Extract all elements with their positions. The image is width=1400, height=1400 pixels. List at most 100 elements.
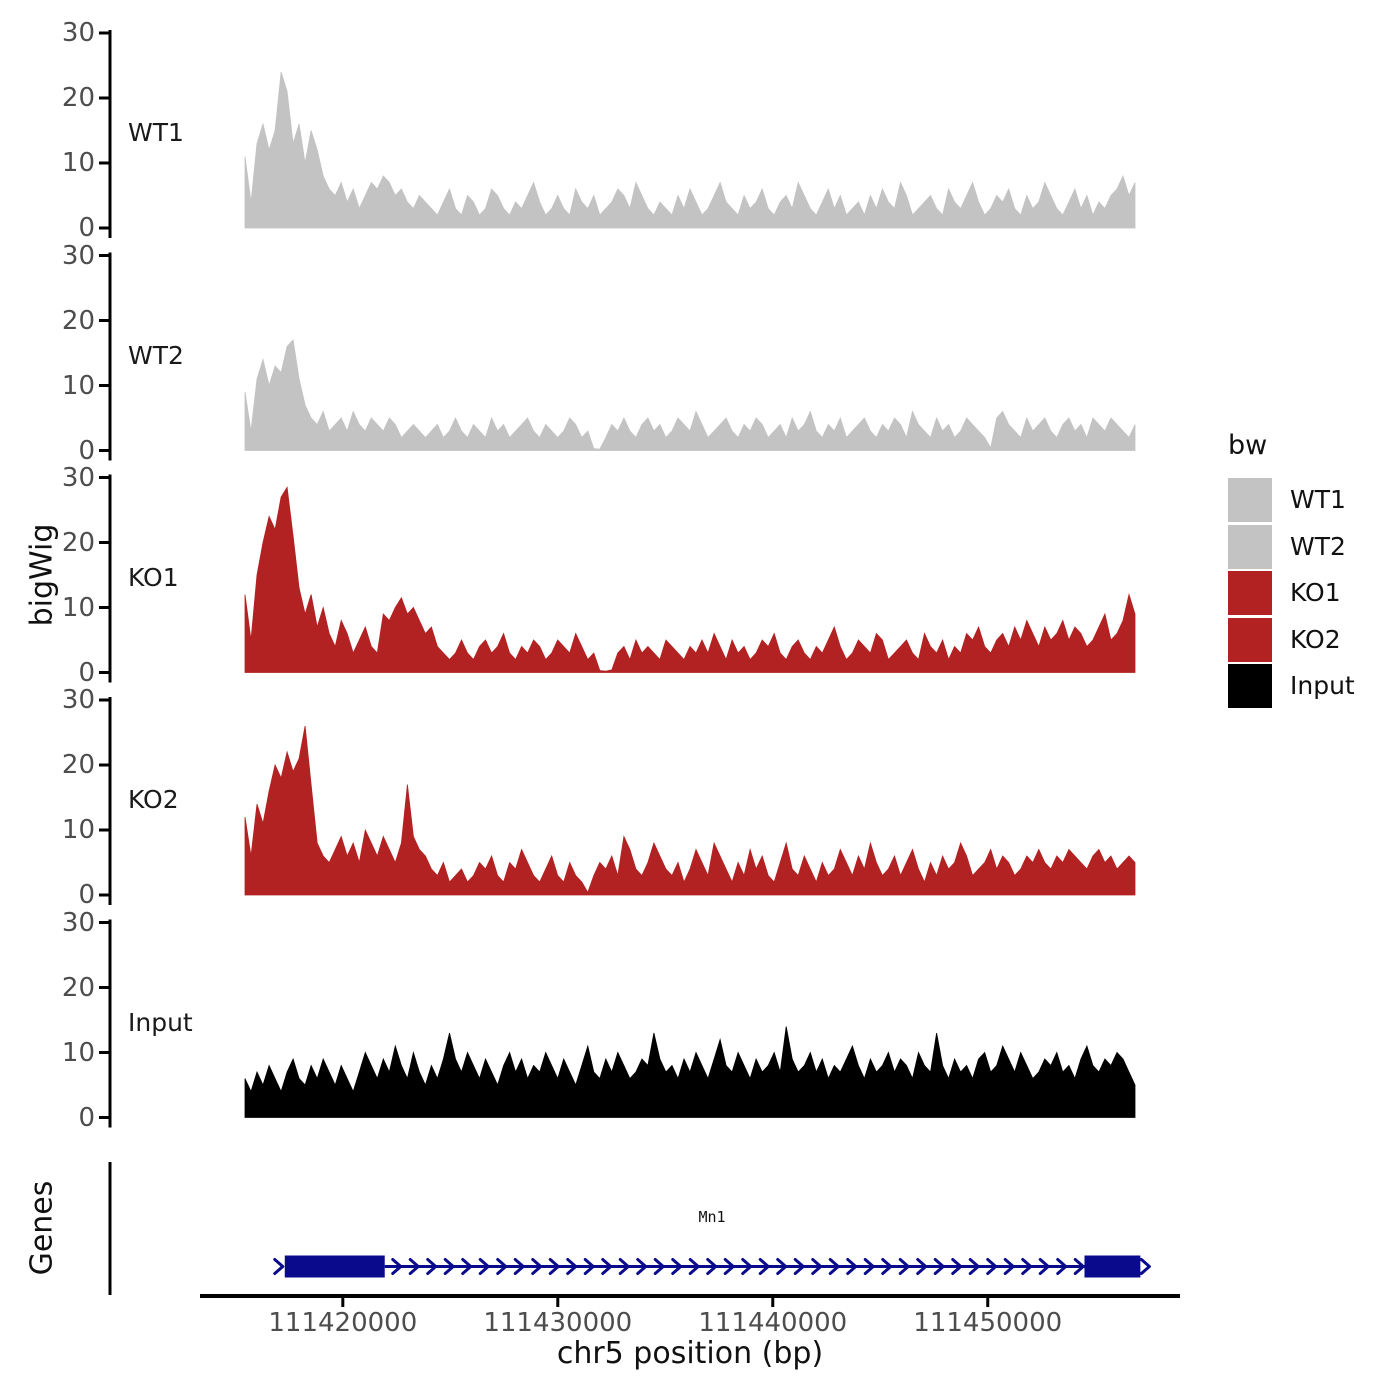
gene-strand-arrow — [408, 1258, 420, 1275]
y-tick-label: 30 — [61, 18, 95, 48]
y-tick-label: 10 — [61, 148, 95, 178]
gene-exon-2 — [1084, 1255, 1141, 1278]
gene-strand-arrow — [566, 1258, 578, 1275]
gene-strand-arrow — [513, 1258, 525, 1275]
gene-strand-arrow — [863, 1258, 875, 1275]
gene-strand-arrow — [618, 1258, 630, 1275]
legend: bw WT1 WT2 KO1 KO2 Input — [1228, 432, 1355, 711]
x-tick-label: 111420000 — [268, 1308, 418, 1338]
track-label-WT2: WT2 — [128, 340, 184, 370]
y-tick-label: 20 — [61, 305, 95, 336]
gene-exon-1 — [284, 1255, 385, 1278]
gene-strand-arrow — [496, 1258, 508, 1275]
gene-strand-arrow — [986, 1258, 998, 1275]
y-tick-label: 0 — [78, 213, 95, 243]
legend-entry-Input: Input — [1228, 664, 1355, 708]
legend-entry-label: KO2 — [1290, 624, 1341, 654]
gene-strand-arrow — [968, 1258, 980, 1275]
legend-entry-KO2: KO2 — [1228, 617, 1355, 662]
legend-entries: WT1 WT2 KO1 KO2 Input — [1228, 478, 1355, 708]
y-tick-label: 0 — [78, 657, 95, 688]
y-tick-label: 10 — [61, 815, 95, 845]
track-label-WT1: WT1 — [128, 118, 184, 147]
y-tick-label: 0 — [78, 1102, 95, 1133]
gene-strand-arrow — [391, 1258, 403, 1275]
track-label-KO2: KO2 — [128, 785, 179, 814]
x-tick-label: 111430000 — [483, 1308, 633, 1338]
gene-strand-arrow — [723, 1258, 735, 1275]
gene-strand-arrow — [933, 1258, 945, 1275]
gene-strand-arrow — [881, 1258, 893, 1275]
legend-entry-WT2: WT2 — [1228, 524, 1355, 569]
legend-entry-label: WT1 — [1290, 485, 1346, 514]
gene-name-label: Mn1 — [698, 1208, 726, 1226]
gene-strand-arrow — [1021, 1258, 1033, 1275]
y-tick-label: 10 — [61, 1037, 95, 1068]
gene-strand-arrow — [548, 1258, 560, 1275]
legend-swatch-KO2 — [1228, 617, 1272, 662]
gene-strand-arrow — [828, 1258, 840, 1275]
coverage-area-WT1 — [244, 71, 1136, 229]
gene-strand-arrow — [846, 1258, 858, 1275]
y-tick-label: 10 — [61, 592, 95, 623]
gene-strand-arrow — [688, 1258, 700, 1275]
gene-strand-arrow — [443, 1258, 455, 1275]
gene-strand-arrow — [426, 1258, 438, 1275]
legend-entry-label: KO1 — [1290, 578, 1341, 607]
genes-axis-title: Genes — [24, 1180, 60, 1276]
legend-title: bw — [1228, 430, 1268, 461]
gene-strand-arrow — [531, 1258, 543, 1275]
gene-strand-arrow — [478, 1258, 490, 1275]
legend-entry-label: Input — [1290, 671, 1355, 700]
gene-strand-arrow — [583, 1258, 595, 1275]
y-tick-label: 10 — [61, 370, 95, 401]
gene-strand-arrow — [671, 1258, 683, 1275]
coverage-area-Input — [244, 1026, 1136, 1118]
gene-strand-arrow — [706, 1258, 718, 1275]
x-axis-title: chr5 position (bp) — [556, 1336, 824, 1371]
x-tick-label: 111450000 — [913, 1308, 1063, 1338]
y-tick-label: 30 — [61, 685, 95, 715]
gene-strand-arrow — [1139, 1258, 1151, 1275]
y-tick-label: 20 — [61, 527, 95, 558]
gene-strand-arrow — [1056, 1258, 1068, 1275]
track-label-Input: Input — [128, 1007, 193, 1037]
x-tick-label: 111440000 — [698, 1308, 848, 1338]
gene-strand-arrow — [898, 1258, 910, 1275]
coverage-area-WT2 — [244, 339, 1136, 451]
gene-strand-arrow — [758, 1258, 770, 1275]
gene-strand-arrow — [776, 1258, 788, 1275]
y-tick-label: 30 — [61, 240, 95, 271]
gene-strand-arrow — [793, 1258, 805, 1275]
gene-strand-arrow — [653, 1258, 665, 1275]
gene-strand-arrow — [636, 1258, 648, 1275]
gene-strand-arrow — [461, 1258, 473, 1275]
legend-swatch-WT1 — [1228, 478, 1272, 522]
legend-swatch-Input — [1228, 664, 1272, 708]
gene-strand-arrow — [741, 1258, 753, 1275]
y-tick-label: 0 — [78, 435, 95, 466]
gene-strand-arrow — [811, 1258, 823, 1275]
legend-swatch-WT2 — [1228, 524, 1272, 569]
y-tick-label: 30 — [61, 907, 95, 938]
legend-entry-label: WT2 — [1290, 531, 1346, 561]
y-tick-label: 20 — [61, 83, 95, 113]
gene-strand-arrow — [951, 1258, 963, 1275]
coverage-area-KO2 — [244, 725, 1136, 896]
track-label-KO1: KO1 — [128, 562, 179, 592]
coverage-area-KO1 — [244, 486, 1136, 673]
y-tick-label: 20 — [61, 750, 95, 780]
legend-entry-KO1: KO1 — [1228, 571, 1355, 615]
gene-strand-arrow — [1003, 1258, 1015, 1275]
gene-strand-arrow — [1038, 1258, 1050, 1275]
y-tick-label: 20 — [61, 972, 95, 1003]
gene-strand-arrow — [273, 1258, 285, 1275]
legend-swatch-KO1 — [1228, 571, 1272, 615]
gene-strand-arrow — [601, 1258, 613, 1275]
gene-strand-arrow — [916, 1258, 928, 1275]
y-tick-label: 30 — [61, 462, 95, 493]
gene-strand-arrow — [1073, 1258, 1085, 1275]
y-tick-label: 0 — [78, 880, 95, 910]
